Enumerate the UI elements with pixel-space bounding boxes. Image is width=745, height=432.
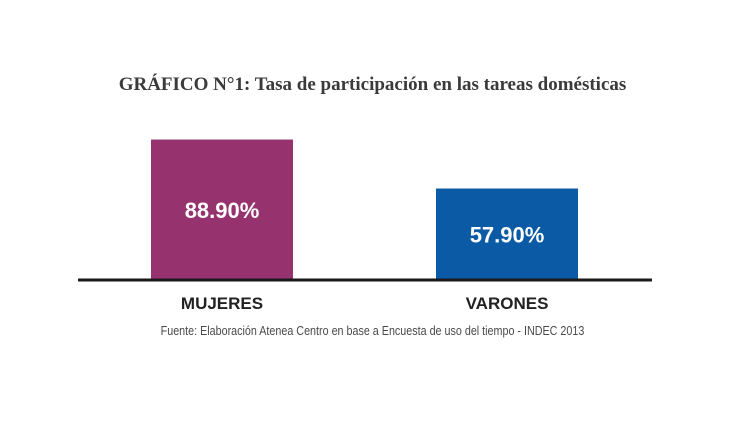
bar-varones — [436, 188, 578, 280]
category-label-mujeres: MUJERES — [181, 294, 263, 313]
category-label-varones: VARONES — [466, 294, 549, 313]
chart-title: GRÁFICO N°1: Tasa de participación en la… — [118, 74, 627, 95]
data-label-varones: 57.90% — [470, 222, 545, 247]
bars-group — [151, 139, 578, 280]
chart-source-note: Fuente: Elaboración Atenea Centro en bas… — [160, 324, 585, 338]
bar-mujeres — [151, 139, 293, 280]
data-label-mujeres: 88.90% — [185, 198, 260, 223]
labels-group: 88.90% MUJERES 57.90% VARONES — [181, 198, 549, 313]
